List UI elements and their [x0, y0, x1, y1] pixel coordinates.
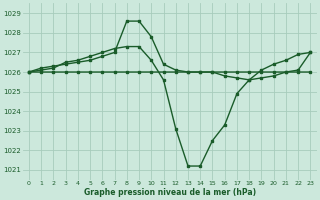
X-axis label: Graphe pression niveau de la mer (hPa): Graphe pression niveau de la mer (hPa): [84, 188, 256, 197]
